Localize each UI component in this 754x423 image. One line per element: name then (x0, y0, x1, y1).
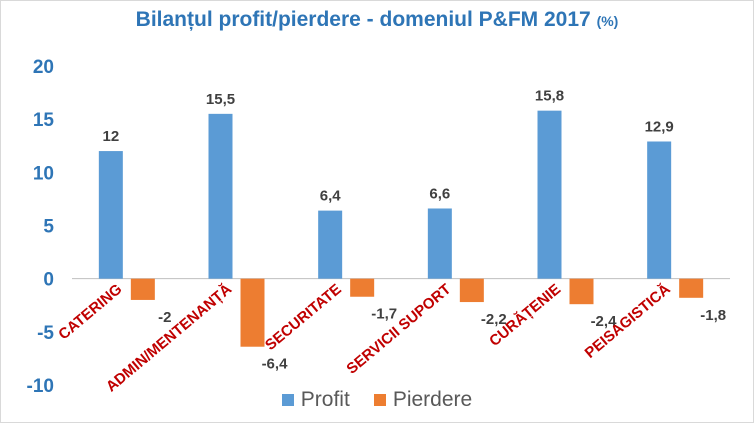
bar-profit (427, 208, 452, 279)
legend-item-profit: Profit (281, 388, 350, 412)
bar-profit (318, 210, 343, 279)
bar-pierdere (240, 278, 265, 347)
bar-profit (98, 151, 123, 279)
data-label-profit: 12 (102, 128, 119, 145)
data-label-profit: 15,8 (535, 88, 564, 105)
bar-pierdere (569, 278, 594, 305)
y-tick-label: 5 (43, 217, 54, 238)
chart-title-unit: (%) (596, 13, 619, 29)
bar-profit (537, 110, 562, 279)
data-label-pierdere: -2,2 (481, 311, 507, 328)
bar-pierdere (350, 278, 375, 297)
bar-profit (208, 113, 233, 279)
y-tick-label: 0 (43, 270, 54, 291)
bar-profit (647, 141, 672, 279)
chart-title-text: Bilanțul profit/pierdere - domeniul P&FM… (135, 8, 591, 31)
legend-swatch-profit (281, 394, 294, 406)
data-label-profit: 6,6 (429, 185, 450, 202)
data-label-pierdere: -2 (158, 309, 171, 326)
category-label: ADMIN/MENTENANȚĂ (103, 281, 235, 396)
legend-label-profit: Profit (300, 388, 350, 411)
legend: Profit Pierdere (0, 388, 754, 412)
bar-pierdere (130, 278, 155, 300)
data-label-profit: 12,9 (645, 118, 674, 135)
bar-pierdere (459, 278, 484, 303)
data-label-profit: 6,4 (320, 188, 342, 205)
data-label-pierdere: -1,7 (371, 306, 397, 323)
category-label: CATERING (55, 281, 125, 344)
data-label-profit: 15,5 (206, 91, 235, 108)
category-label: SECURITATE (262, 281, 345, 354)
y-tick-label: 20 (33, 57, 54, 78)
y-tick-label: 10 (33, 163, 54, 184)
data-label-pierdere: -1,8 (700, 307, 726, 324)
y-tick-label: -5 (37, 323, 54, 344)
legend-swatch-pierdere (373, 394, 386, 406)
y-tick-label: 15 (33, 110, 55, 131)
chart-title: Bilanțul profit/pierdere - domeniul P&FM… (0, 8, 754, 32)
data-label-pierdere: -2,4 (591, 313, 618, 330)
data-label-pierdere: -6,4 (262, 356, 289, 373)
bar-pierdere (679, 278, 704, 298)
legend-label-pierdere: Pierdere (392, 388, 473, 411)
legend-item-pierdere: Pierdere (373, 388, 473, 412)
y-tick-label: -10 (27, 376, 54, 397)
